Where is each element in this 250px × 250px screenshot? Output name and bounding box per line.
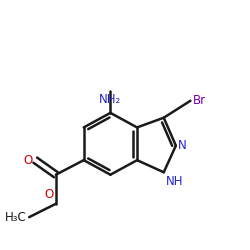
Text: O: O	[24, 154, 33, 167]
Text: O: O	[44, 188, 54, 201]
Text: NH₂: NH₂	[99, 94, 122, 106]
Text: N: N	[178, 139, 187, 152]
Text: NH: NH	[166, 175, 184, 188]
Text: Br: Br	[193, 94, 206, 107]
Text: H₃C: H₃C	[5, 211, 27, 224]
